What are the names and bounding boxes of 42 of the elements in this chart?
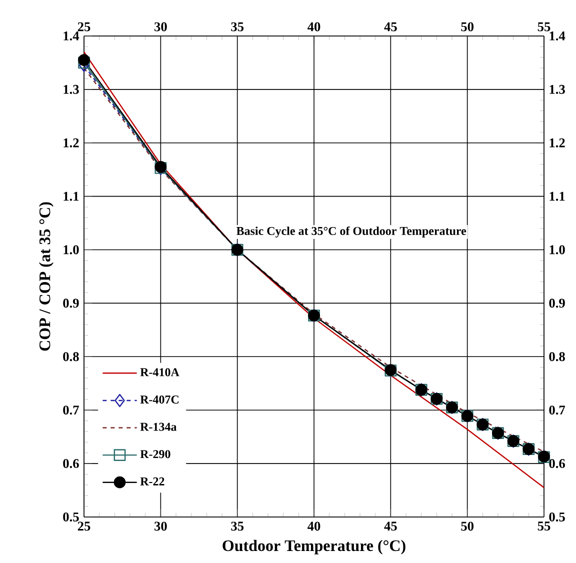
y-tick-label: 1.0: [64, 245, 79, 254]
y-tick-label: 0.5: [63, 512, 79, 522]
y2-tick-label: 0.5: [549, 512, 565, 522]
y2-tick-label: 0.6: [549, 459, 565, 468]
x-tick-label: 55: [538, 522, 550, 531]
legend-label: R-22: [140, 477, 164, 486]
x2-tick-label: 35: [231, 22, 244, 32]
y2-tick-label: 0.9: [549, 298, 565, 308]
legend-label: R-407C: [140, 395, 178, 404]
y-tick-label: 1.3: [64, 84, 79, 94]
annotation: Basic Cycle at 35°C of Outdoor Temperature: [236, 226, 466, 238]
y2-tick-label: 1.0: [550, 245, 565, 254]
y-tick-label: 1.4: [64, 31, 80, 40]
y-tick-label: 0.9: [63, 298, 79, 308]
y-tick-label: 0.7: [63, 406, 79, 415]
y2-tick-label: 1.3: [550, 84, 565, 94]
legend-label: R-410A: [140, 368, 180, 376]
y-tick-label: 1.1: [64, 192, 79, 201]
x-tick-label: 35: [231, 522, 244, 531]
y2-tick-label: 0.8: [549, 352, 565, 362]
x2-tick-label: 30: [154, 22, 167, 32]
y-tick-label: 1.2: [64, 138, 79, 148]
y2-tick-label: 1.2: [550, 138, 565, 148]
x2-tick-label: 25: [78, 22, 90, 32]
y-axis-title: COP / COP (at 35 °C): [38, 202, 54, 351]
x-tick-label: 45: [384, 522, 397, 531]
x-tick-label: 30: [154, 522, 167, 531]
x2-tick-label: 45: [384, 22, 397, 32]
legend-label: R-290: [140, 450, 170, 458]
x2-tick-label: 55: [538, 22, 550, 32]
x2-tick-label: 40: [308, 22, 320, 32]
x2-tick-label: 50: [461, 22, 474, 32]
y-tick-label: 0.6: [63, 459, 79, 468]
y2-tick-label: 1.1: [550, 192, 565, 201]
y2-tick-label: 1.4: [550, 31, 566, 40]
x-tick-label: 25: [78, 522, 90, 531]
y2-tick-label: 0.7: [549, 406, 566, 415]
x-tick-label: 50: [461, 522, 474, 531]
x-axis-title: Outdoor Temperature (°C): [222, 540, 406, 554]
legend-label: R-134a: [140, 422, 177, 431]
y-tick-label: 0.8: [63, 352, 79, 362]
x-tick-label: 40: [308, 522, 320, 531]
